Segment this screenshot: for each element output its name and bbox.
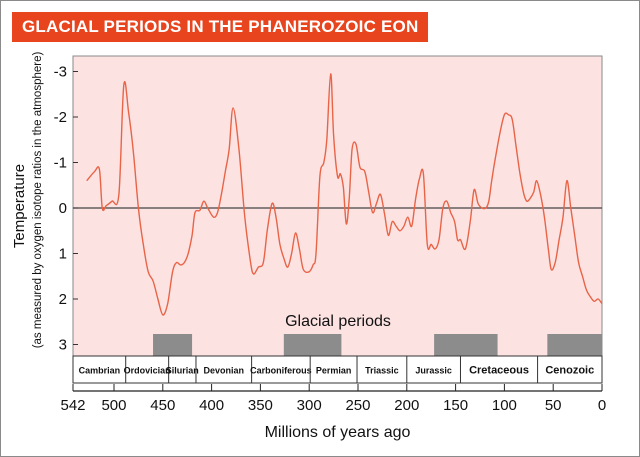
period-label-ordovician: Ordovician <box>124 366 171 376</box>
x-tick-label: 100 <box>492 397 517 414</box>
glacial-bar-2 <box>434 334 498 356</box>
y-axis: -3 -2 -1 0 1 2 3 <box>54 64 78 354</box>
period-label-silurian: Silurian <box>166 366 199 376</box>
y-tick-label: 3 <box>59 337 67 354</box>
glacial-periods-label: Glacial periods <box>285 313 391 330</box>
x-tick-label: 50 <box>545 397 562 414</box>
y-tick-label: 2 <box>59 291 67 308</box>
glacial-bars <box>153 334 602 356</box>
period-strip <box>72 355 603 384</box>
x-tick-label: 0 <box>598 397 606 414</box>
x-tick-label: 542 <box>60 397 85 414</box>
plot-background <box>72 55 603 357</box>
y-axis-label: Temperature <box>11 164 28 248</box>
chart-title: GLACIAL PERIODS IN THE PHANEROZOIC EON <box>12 12 429 42</box>
x-axis-label: Millions of years ago <box>265 424 411 441</box>
x-axis: 542 500 450 400 350 300 250 200 150 100 50 0 <box>60 384 606 414</box>
y-tick-label: 1 <box>59 246 67 263</box>
x-tick-label: 250 <box>345 397 370 414</box>
period-label-permian: Permian <box>316 366 352 376</box>
period-label-devonian: Devonian <box>204 366 245 376</box>
y-tick-label: -3 <box>54 64 67 81</box>
y-tick-label: 0 <box>59 200 67 217</box>
x-tick-label: 450 <box>150 397 175 414</box>
x-tick-label: 350 <box>248 397 273 414</box>
glacial-bar-0 <box>153 334 193 356</box>
x-tick-label: 500 <box>101 397 126 414</box>
period-label-triassic: Triassic <box>365 366 399 376</box>
x-tick-label: 150 <box>443 397 468 414</box>
glacial-bar-1 <box>283 334 342 356</box>
x-tick-label: 400 <box>199 397 224 414</box>
x-tick-label: 300 <box>297 397 322 414</box>
y-tick-label: -2 <box>54 109 67 126</box>
period-label-cretaceous: Cretaceous <box>469 365 529 377</box>
period-label-cambrian: Cambrian <box>79 366 121 376</box>
period-label-carboniferous: Carboniferous <box>250 366 312 376</box>
glacial-bar-3 <box>547 334 602 356</box>
x-tick-label: 200 <box>394 397 419 414</box>
temperature-line <box>86 73 603 316</box>
y-axis-sublabel: (as measured by oxygen isotope ratios in… <box>32 52 44 349</box>
period-label-jurassic: Jurassic <box>415 366 452 376</box>
period-label-cenozoic: Cenozoic <box>545 365 594 377</box>
y-tick-label: -1 <box>54 155 67 172</box>
